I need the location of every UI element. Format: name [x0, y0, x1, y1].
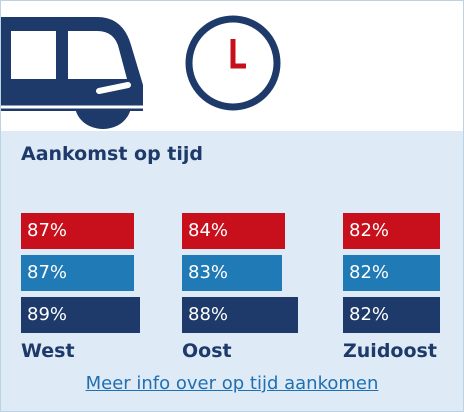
icon-header	[1, 1, 463, 131]
bar-label: 82%	[349, 304, 390, 325]
bar-zuidoost-1: 82%	[343, 213, 440, 249]
bar-label: 88%	[188, 304, 229, 325]
bar-zuidoost-2: 82%	[343, 255, 440, 291]
chart-panel: Aankomst op tijd 87% 87% 89% West 84% 83% 88% O…	[1, 131, 463, 411]
header-illustration	[1, 15, 281, 129]
bar-zuidoost-3: 82%	[343, 297, 440, 333]
bar-oost-1: 84%	[182, 213, 285, 249]
region-oost: 84% 83% 88% Oost	[182, 213, 312, 363]
more-info-link[interactable]: Meer info over op tijd aankomen	[85, 373, 379, 394]
bar-label: 84%	[188, 220, 229, 241]
bus-icon	[1, 17, 143, 129]
bar-label: 82%	[349, 262, 390, 283]
bar-label: 83%	[188, 262, 229, 283]
category-label: Zuidoost	[343, 340, 437, 362]
bar-oost-3: 88%	[182, 297, 298, 333]
bar-oost-2: 83%	[182, 255, 282, 291]
category-label: Oost	[182, 340, 232, 362]
region-west: 87% 87% 89% West	[21, 213, 151, 363]
bar-west-1: 87%	[21, 213, 134, 249]
bar-label: 87%	[27, 262, 68, 283]
bar-label: 89%	[27, 304, 68, 325]
category-label: West	[21, 340, 75, 362]
bar-label: 87%	[27, 220, 68, 241]
clock-icon	[185, 15, 281, 111]
bar-west-3: 89%	[21, 297, 140, 333]
chart-title: Aankomst op tijd	[21, 143, 204, 165]
bar-west-2: 87%	[21, 255, 134, 291]
region-zuidoost: 82% 82% 82% Zuidoost	[343, 213, 464, 363]
bar-label: 82%	[349, 220, 390, 241]
